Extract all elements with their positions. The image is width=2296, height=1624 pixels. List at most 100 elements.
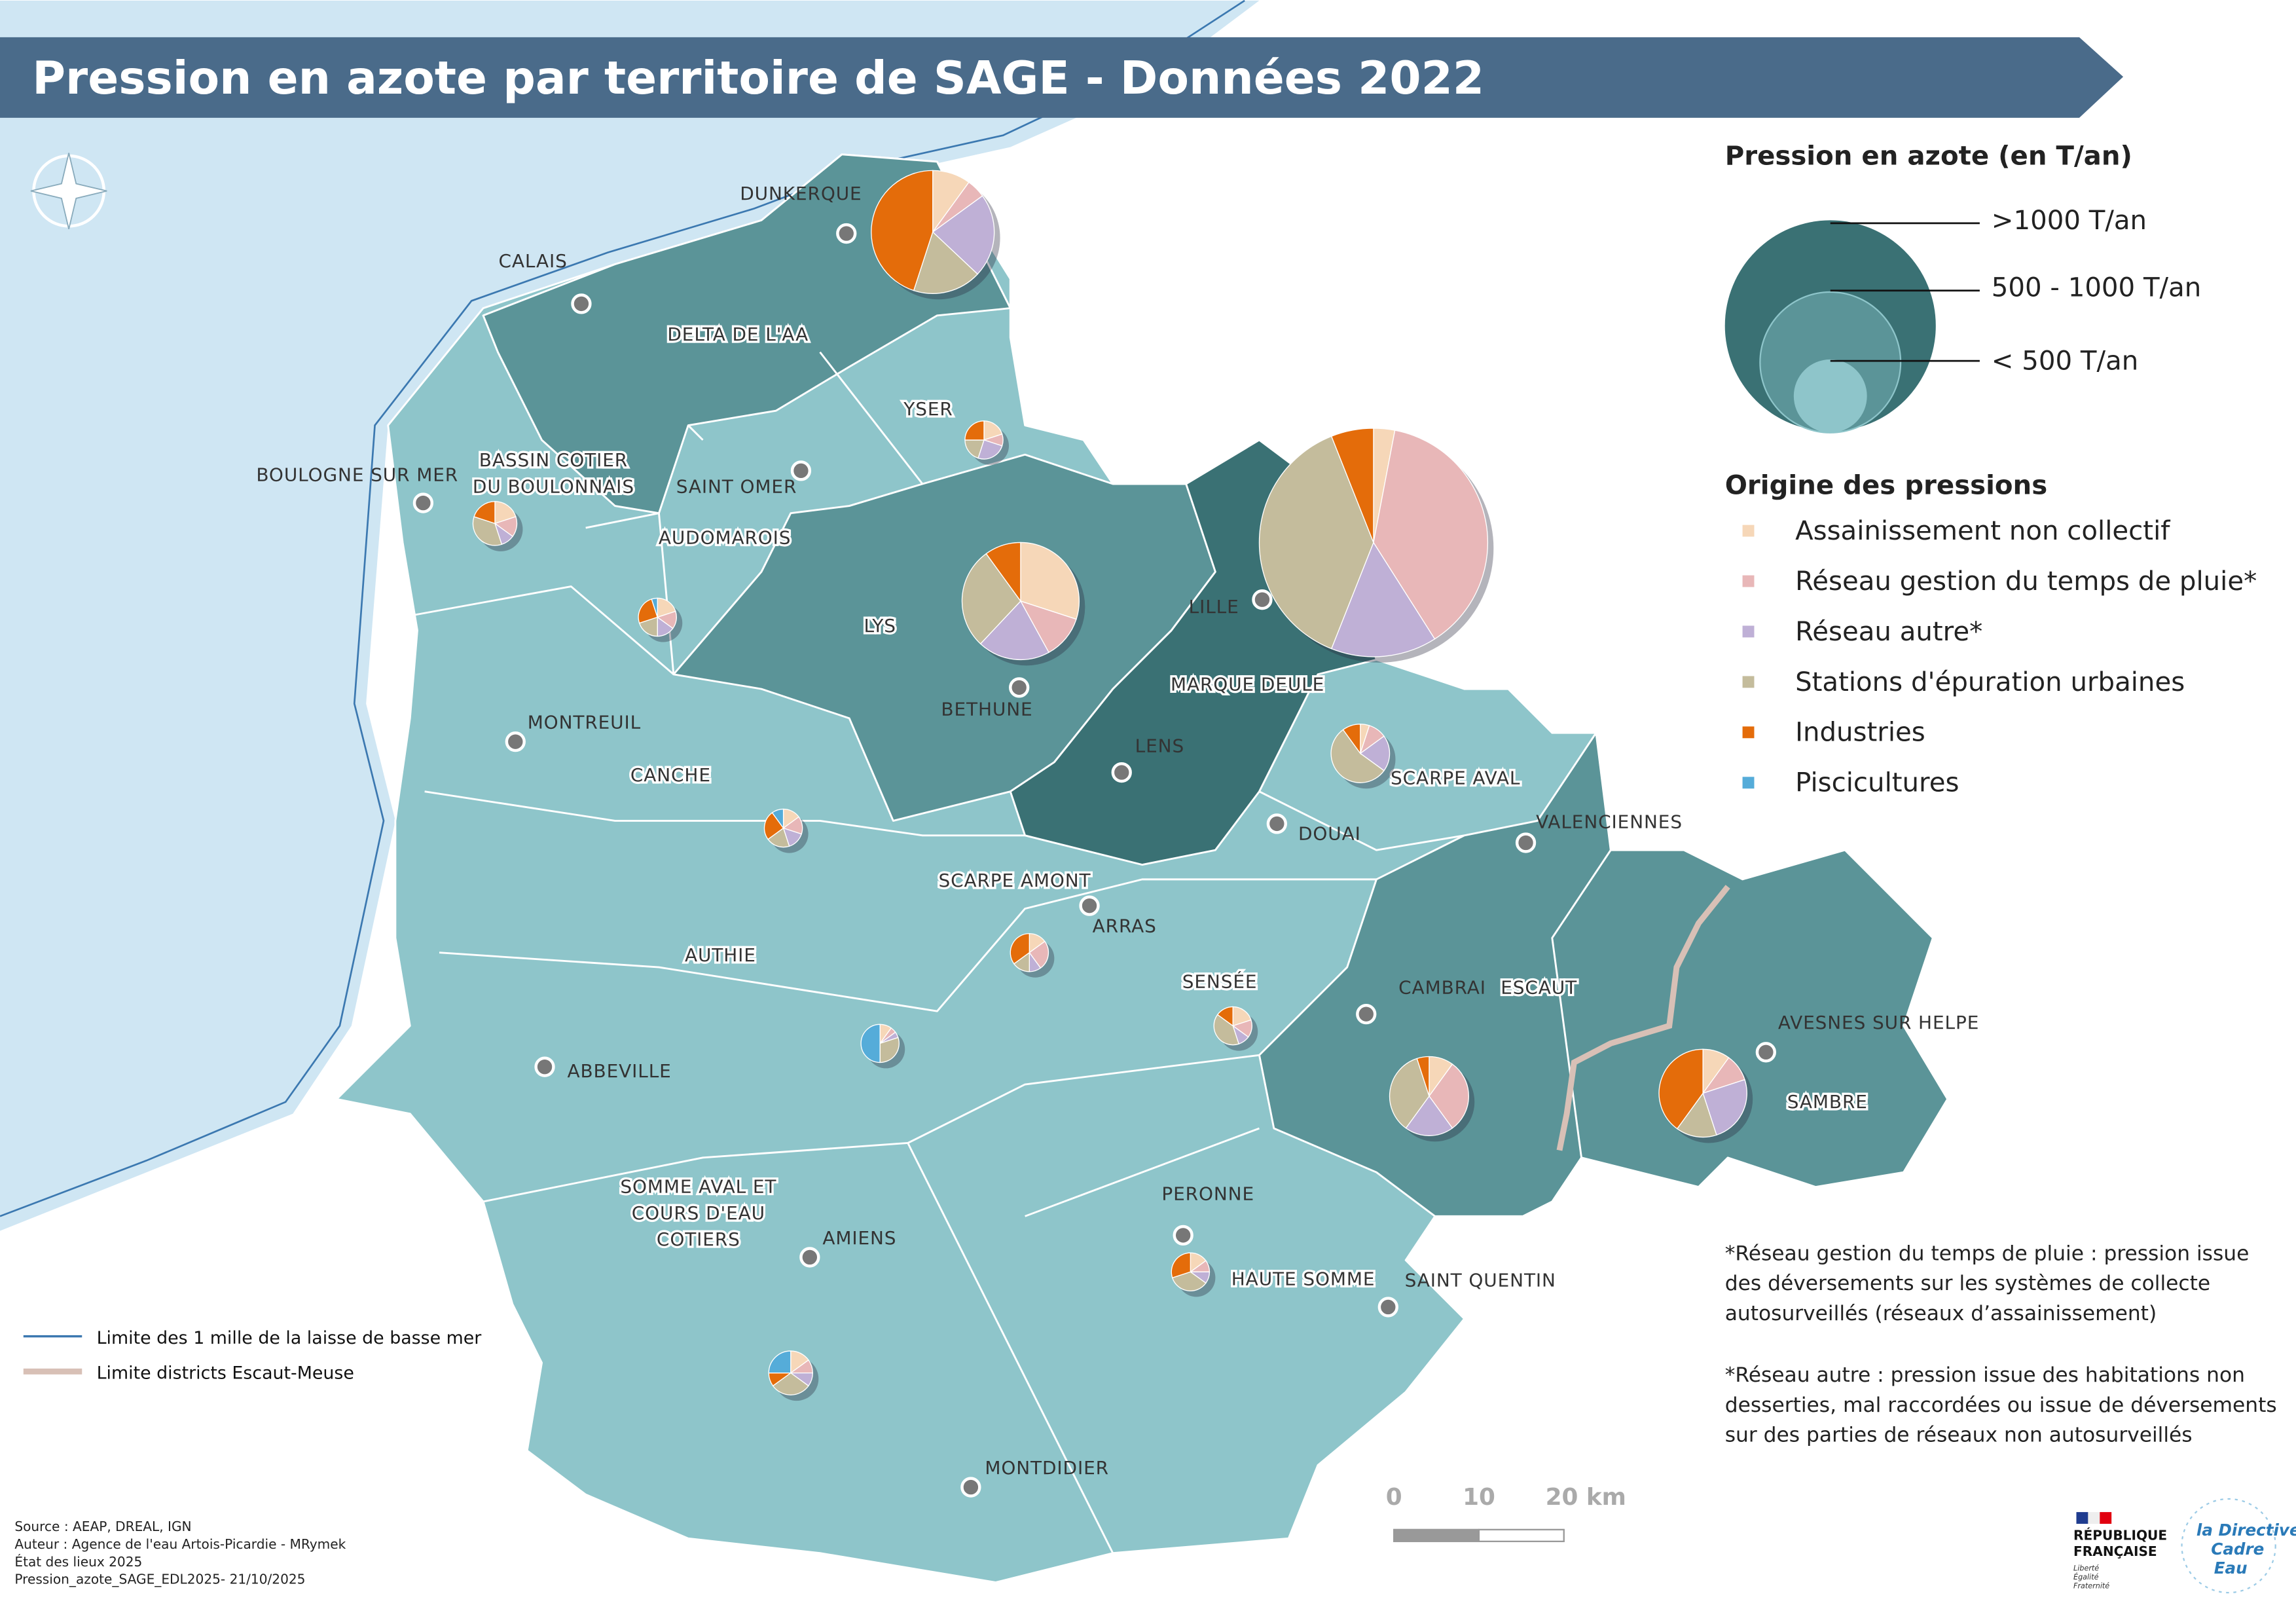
source: Source : AEAP, DREAL, IGN bbox=[14, 1519, 191, 1534]
legend-swatch bbox=[1742, 777, 1755, 789]
city-label: DOUAI bbox=[1298, 822, 1361, 844]
scale-label: 10 bbox=[1463, 1484, 1495, 1511]
city-dot bbox=[960, 1477, 981, 1498]
note: *Réseau gestion du temps de pluie : pres… bbox=[1725, 1242, 2250, 1265]
city-dot bbox=[836, 223, 857, 244]
sage-label: SOMME AVAL ET bbox=[620, 1176, 776, 1198]
rf-logo: FRANÇAISE bbox=[2073, 1543, 2157, 1559]
city-dot bbox=[412, 492, 434, 513]
sage-label: HAUTE SOMME bbox=[1231, 1268, 1376, 1289]
pie-slice bbox=[651, 597, 658, 618]
city-label: AVESNES SUR HELPE bbox=[1778, 1012, 1979, 1033]
city-dot bbox=[1356, 1003, 1377, 1025]
city-dot bbox=[571, 293, 592, 314]
pie-slice bbox=[1416, 1056, 1430, 1097]
pie-slice bbox=[964, 420, 985, 441]
compass-star bbox=[30, 153, 107, 230]
pie-slice bbox=[771, 808, 784, 830]
note: desserties, mal raccordées ou issue de d… bbox=[1725, 1393, 2277, 1417]
dce-logo: la Directive bbox=[2196, 1521, 2296, 1540]
city-dot bbox=[534, 1056, 555, 1077]
dce-logo: Cadre bbox=[2211, 1540, 2264, 1559]
sage-label: MARQUE DEULE bbox=[1171, 673, 1324, 695]
note: *Réseau autre : pression issue des habit… bbox=[1725, 1363, 2245, 1387]
note: des déversements sur les systèmes de col… bbox=[1725, 1272, 2210, 1295]
sage-label: SENSÉE bbox=[1182, 970, 1258, 992]
dce-ring bbox=[2181, 1498, 2276, 1594]
pie-slice bbox=[1405, 1095, 1453, 1136]
pie-slice bbox=[473, 501, 496, 525]
city-dot bbox=[799, 1247, 820, 1268]
pie-slice bbox=[1330, 541, 1436, 657]
city-label: BETHUNE bbox=[941, 698, 1032, 720]
city-label: ARRAS bbox=[1093, 915, 1157, 936]
legend-swatch bbox=[1742, 525, 1755, 537]
legend-label: Assainissement non collectif bbox=[1795, 516, 2170, 546]
sage-label: CANCHE bbox=[630, 764, 711, 786]
pie-slice bbox=[1171, 1252, 1192, 1279]
pie-slice bbox=[1010, 932, 1030, 965]
legend-label: Piscicultures bbox=[1795, 768, 1959, 798]
pie-slice bbox=[767, 827, 790, 848]
pie-slice bbox=[1658, 1048, 1704, 1130]
city-dot bbox=[505, 731, 526, 752]
pie-slice bbox=[1702, 1079, 1747, 1136]
legend-label: Réseau gestion du temps de pluie* bbox=[1795, 566, 2257, 597]
rf-devise: Fraternité bbox=[2073, 1581, 2109, 1590]
flag-red bbox=[2100, 1512, 2112, 1524]
scale-segment bbox=[1393, 1528, 1480, 1542]
dce-logo: Eau bbox=[2214, 1559, 2248, 1578]
city-dot bbox=[1252, 589, 1273, 610]
note: autosurveillés (réseaux d’assainissement… bbox=[1725, 1302, 2157, 1325]
compass bbox=[30, 153, 107, 230]
city-label: SAINT OMER bbox=[676, 475, 797, 497]
pie-slice bbox=[871, 170, 934, 291]
sage-label: SAMBRE bbox=[1787, 1091, 1868, 1113]
pie-slice bbox=[472, 516, 503, 546]
sea bbox=[0, 0, 1260, 1231]
city-label: PERONNE bbox=[1161, 1183, 1254, 1205]
pie-slice bbox=[979, 600, 1049, 661]
source: État des lieux 2025 bbox=[14, 1554, 142, 1570]
legend-swatch bbox=[1742, 575, 1755, 587]
size-class: 500 - 1000 T/an bbox=[1992, 273, 2202, 303]
legend-label: Industries bbox=[1795, 718, 1925, 748]
size-circle-small bbox=[1793, 359, 1867, 433]
pie-slice bbox=[1359, 735, 1391, 771]
pie-slice bbox=[961, 553, 1021, 645]
pie-slice bbox=[879, 1037, 900, 1063]
sage-label: AUDOMAROIS bbox=[659, 527, 792, 549]
sage-label: DU BOULONNAIS bbox=[473, 475, 634, 497]
legend-label: Réseau autre* bbox=[1795, 617, 1982, 647]
pie-slice bbox=[977, 439, 1003, 460]
city-label: CALAIS bbox=[498, 250, 567, 272]
pie-slice bbox=[1020, 542, 1080, 620]
rf-devise: Égalité bbox=[2073, 1573, 2099, 1581]
city-label: CAMBRAI bbox=[1398, 976, 1486, 998]
pie-slice bbox=[763, 812, 784, 840]
size-legend-title: Pression en azote (en T/an) bbox=[1725, 141, 2132, 171]
sage-label: COURS D'EAU bbox=[632, 1202, 765, 1224]
sage-label: BASSIN COTIER bbox=[479, 449, 628, 471]
pie-slice bbox=[932, 195, 995, 275]
pie-slice bbox=[1171, 1271, 1207, 1291]
pie-slice bbox=[1330, 428, 1374, 543]
origin-legend-title: Origine des pressions bbox=[1725, 471, 2047, 501]
source: Pression_azote_SAGE_EDL2025- 21/10/2025 bbox=[14, 1572, 305, 1587]
legend-swatch bbox=[1742, 625, 1755, 638]
scale-label: 0 bbox=[1386, 1484, 1402, 1511]
city-dot bbox=[1111, 762, 1132, 783]
pie-slice bbox=[1216, 1006, 1233, 1027]
pie-slice bbox=[1429, 1063, 1469, 1129]
sage-label: COTIERS bbox=[657, 1228, 740, 1250]
city-dot bbox=[1079, 895, 1100, 916]
logos: RÉPUBLIQUE FRANÇAISE Liberté Égalité Fra… bbox=[2073, 1498, 2296, 1594]
city-label: LENS bbox=[1135, 735, 1184, 756]
flag-white bbox=[2088, 1512, 2100, 1524]
sage-label: DELTA DE L'AA bbox=[667, 323, 809, 345]
city-label: LILLE bbox=[1189, 596, 1239, 618]
city-label: MONTDIDIER bbox=[985, 1457, 1109, 1479]
pie-slice bbox=[1213, 1014, 1240, 1046]
pie-slice bbox=[1019, 600, 1077, 654]
